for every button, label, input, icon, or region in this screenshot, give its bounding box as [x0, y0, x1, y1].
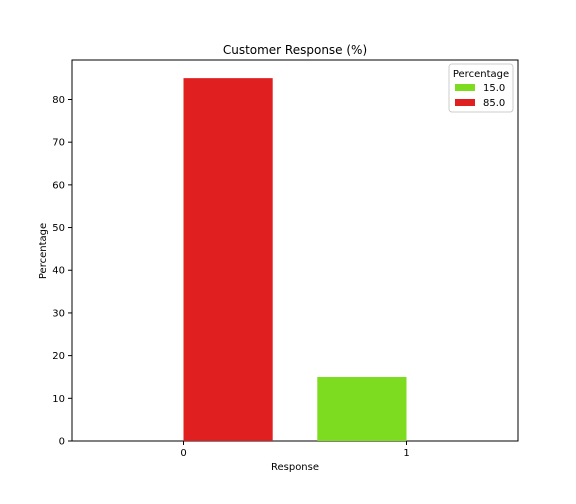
legend-label: 85.0: [483, 98, 505, 109]
legend: Percentage 15.0 85.0: [448, 63, 514, 113]
y-tick-label: 30: [52, 308, 65, 319]
plot-area: [71, 59, 519, 442]
y-tick-label: 40: [52, 266, 65, 277]
chart-title: Customer Response (%): [223, 43, 367, 57]
x-tick-label: 0: [180, 448, 186, 459]
legend-label: 15.0: [483, 83, 505, 94]
y-tick-label: 0: [59, 437, 65, 448]
bar-0-series-1: [183, 78, 273, 442]
plot-frame: [71, 59, 519, 442]
x-tick-label: 1: [403, 448, 409, 459]
bars-group: [183, 78, 407, 442]
y-tick-label: 50: [52, 223, 65, 234]
y-tick-label: 70: [52, 138, 65, 149]
bar-1-series-0: [317, 376, 407, 441]
y-axis: 0 10 20 30 40 50 60 70 80: [52, 95, 72, 448]
y-tick-label: 80: [52, 95, 65, 106]
legend-swatch: [455, 84, 475, 91]
y-tick-label: 20: [52, 351, 65, 362]
legend-title: Percentage: [453, 69, 509, 80]
y-tick-label: 60: [52, 180, 65, 191]
legend-swatch: [455, 99, 475, 106]
y-tick-label: 10: [52, 394, 65, 405]
x-axis-title: Response: [271, 462, 319, 473]
y-axis-title: Percentage: [38, 223, 49, 279]
